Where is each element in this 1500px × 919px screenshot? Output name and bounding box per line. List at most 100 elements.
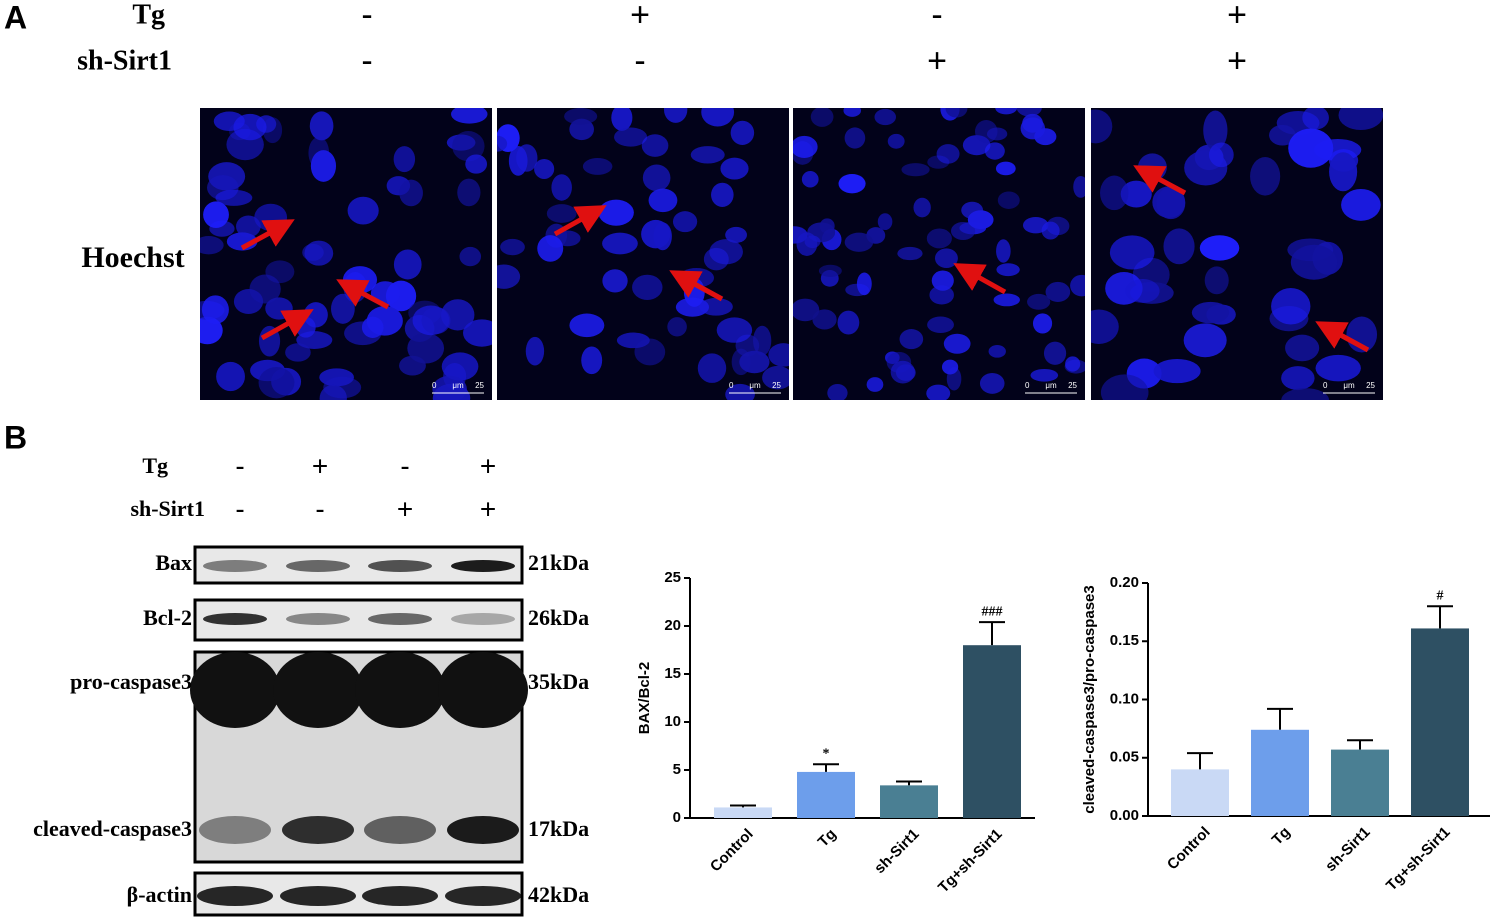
nucleus: [1016, 108, 1042, 117]
nucleus: [901, 163, 930, 177]
nucleus: [996, 263, 1020, 277]
nucleus: [1073, 175, 1085, 198]
nucleus: [500, 238, 525, 256]
nucleus: [1329, 152, 1358, 192]
y-tick-label: 0.20: [1110, 574, 1139, 591]
nucleus: [844, 232, 874, 252]
nucleus: [1030, 368, 1059, 382]
band-size: 17kDa: [528, 816, 589, 841]
nucleus: [1041, 221, 1060, 240]
nucleus: [534, 158, 555, 179]
band: [438, 652, 528, 728]
band: [199, 816, 271, 844]
nucleus: [537, 235, 564, 262]
y-tick-label: 10: [664, 713, 681, 730]
band-label: cleaved-caspase3: [33, 816, 192, 841]
nucleus: [1203, 110, 1228, 151]
nucleus: [1043, 341, 1067, 365]
nucleus: [827, 383, 848, 400]
x-tick-label: Tg+sh-Sirt1: [1383, 824, 1454, 895]
nucleus: [1191, 301, 1230, 324]
nucleus: [632, 274, 663, 300]
nucleus: [801, 171, 819, 188]
nucleus: [897, 246, 923, 261]
nucleus: [716, 317, 753, 343]
nucleus: [634, 338, 666, 366]
nucleus: [943, 333, 971, 354]
nucleus: [614, 127, 648, 147]
nucleus: [936, 144, 960, 164]
y-tick-label: 0.05: [1110, 749, 1139, 766]
nucleus: [1281, 366, 1315, 391]
scale-label: μm: [749, 381, 761, 390]
stain-label: Hoechst: [81, 241, 184, 274]
bar: [797, 771, 855, 818]
nucleus: [1199, 235, 1240, 261]
band: [451, 613, 515, 625]
nucleus: [1315, 354, 1361, 382]
micrograph: 0 μm 25: [200, 108, 492, 400]
band: [355, 652, 445, 728]
nucleus: [361, 316, 384, 338]
nucleus: [611, 108, 633, 131]
scale-label: 25: [772, 381, 781, 390]
nucleus: [844, 127, 866, 149]
nucleus: [407, 332, 445, 364]
condition-sign: -: [235, 493, 244, 524]
y-tick-label: 0: [673, 809, 681, 826]
y-tick-label: 0.10: [1110, 690, 1139, 707]
nucleus: [725, 383, 755, 400]
nucleus: [699, 297, 733, 316]
bar: [1331, 749, 1389, 816]
nucleus: [984, 142, 1005, 160]
nucleus: [945, 108, 968, 118]
scale-label: 25: [1068, 381, 1077, 390]
nucleus: [1125, 279, 1160, 303]
x-tick-label: sh-Sirt1: [871, 826, 923, 878]
nucleus: [929, 285, 954, 305]
band-size: 21kDa: [528, 550, 589, 575]
nucleus: [1209, 142, 1234, 168]
nucleus: [967, 210, 994, 230]
nucleus: [993, 293, 1020, 307]
nucleus: [1183, 323, 1227, 358]
nuclei: [793, 108, 1085, 400]
band-label: Bcl-2: [143, 605, 192, 630]
nucleus: [216, 361, 245, 392]
nucleus: [258, 367, 295, 399]
x-tick-label: Control: [1164, 824, 1214, 874]
scale-label: 25: [475, 381, 484, 390]
band: [203, 613, 267, 625]
band: [445, 886, 521, 906]
nucleus: [516, 144, 538, 172]
nucleus: [988, 345, 1006, 358]
nucleus: [1045, 281, 1071, 302]
nucleus: [1070, 274, 1085, 297]
band-label: pro-caspase3: [70, 669, 192, 694]
band: [282, 816, 354, 844]
nucleus: [866, 377, 884, 392]
significance: #: [1437, 589, 1444, 604]
nucleus: [432, 375, 467, 400]
nucleus: [602, 269, 628, 293]
nucleus: [997, 191, 1020, 209]
nucleus: [581, 346, 603, 375]
nucleus: [347, 196, 379, 225]
nucleus: [642, 164, 671, 192]
nucleus: [1290, 244, 1338, 280]
scale-label: 25: [1366, 381, 1375, 390]
nucleus: [843, 108, 861, 117]
nucleus: [1269, 124, 1296, 146]
band: [362, 886, 438, 906]
condition-label: sh-Sirt1: [130, 496, 205, 521]
nucleus: [459, 246, 482, 267]
condition-label: Tg: [142, 453, 168, 478]
significance: ###: [982, 604, 1003, 619]
nucleus: [874, 108, 897, 126]
scale-label: 0: [432, 381, 437, 390]
arrow: [260, 309, 314, 341]
nucleus: [926, 384, 951, 400]
nucleus: [890, 360, 915, 384]
nucleus: [837, 310, 860, 335]
